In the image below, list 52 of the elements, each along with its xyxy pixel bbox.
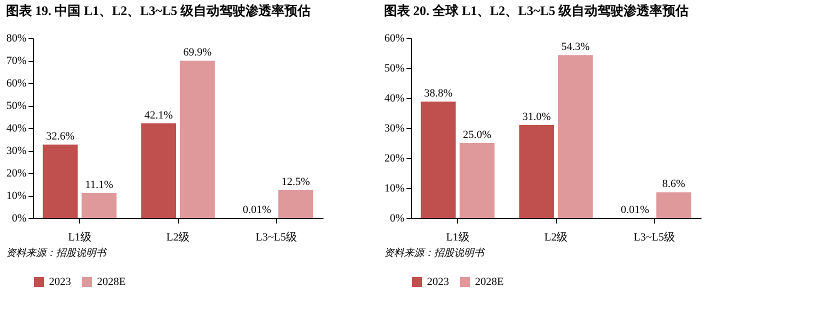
x-tick-label: L1级: [68, 232, 92, 244]
y-tick-label: 10%: [6, 190, 26, 202]
y-tick-label: 20%: [384, 152, 404, 164]
y-tick-label: 50%: [384, 62, 404, 74]
data-label: 38.8%: [424, 88, 453, 100]
y-tick-label: 60%: [384, 32, 404, 44]
bar: [278, 190, 314, 218]
y-tick-label: 30%: [6, 145, 26, 157]
data-label: 8.6%: [662, 178, 686, 190]
data-label: 42.1%: [144, 109, 173, 122]
x-tick-label: L2级: [544, 232, 568, 244]
y-tick-label: 0%: [12, 212, 26, 224]
bar: [141, 123, 176, 218]
data-label: 0.01%: [620, 204, 650, 216]
y-tick-label: 40%: [384, 92, 404, 104]
legend-label: 2023: [49, 276, 72, 288]
bar: [656, 192, 692, 218]
y-tick-label: 50%: [6, 100, 26, 112]
x-tick-label: L1级: [446, 232, 470, 244]
x-tick-label: L3~L5级: [256, 232, 297, 244]
y-tick-label: 30%: [384, 122, 404, 134]
y-tick-label: 80%: [6, 32, 26, 44]
legend-label: 2028E: [97, 276, 126, 288]
bar: [519, 125, 554, 218]
data-label: 25.0%: [462, 129, 492, 141]
data-label: 54.3%: [561, 41, 590, 54]
data-label: 31.0%: [522, 111, 551, 123]
data-label: 12.5%: [281, 176, 310, 188]
bar: [558, 55, 593, 218]
y-tick-label: 0%: [390, 212, 404, 224]
bar: [180, 60, 215, 218]
bar: [42, 144, 78, 218]
y-tick-label: 70%: [6, 55, 26, 67]
legend-label: 2028E: [475, 276, 504, 288]
data-label: 32.6%: [46, 130, 75, 143]
bar: [82, 193, 117, 218]
bar: [460, 143, 495, 218]
x-tick-label: L3~L5级: [634, 232, 675, 244]
chart-title: 图表 20. 全球 L1、L2、L3~L5 级自动驾驶渗透率预估: [384, 3, 689, 18]
data-label: 0.01%: [242, 204, 272, 216]
bar: [420, 102, 456, 218]
data-label: 11.1%: [85, 179, 114, 192]
data-label: 69.9%: [183, 46, 212, 59]
y-tick-label: 60%: [6, 78, 26, 90]
y-tick-label: 10%: [384, 182, 404, 194]
y-tick-label: 20%: [6, 168, 26, 180]
x-tick-label: L2级: [166, 232, 190, 244]
chart-title: 图表 19. 中国 L1、L2、L3~L5 级自动驾驶渗透率预估: [6, 3, 311, 18]
y-tick-label: 40%: [6, 122, 26, 134]
text: 资料来源：招股说明书: [384, 247, 485, 259]
legend-label: 2023: [427, 276, 450, 288]
text: 资料来源：招股说明书: [6, 247, 107, 259]
